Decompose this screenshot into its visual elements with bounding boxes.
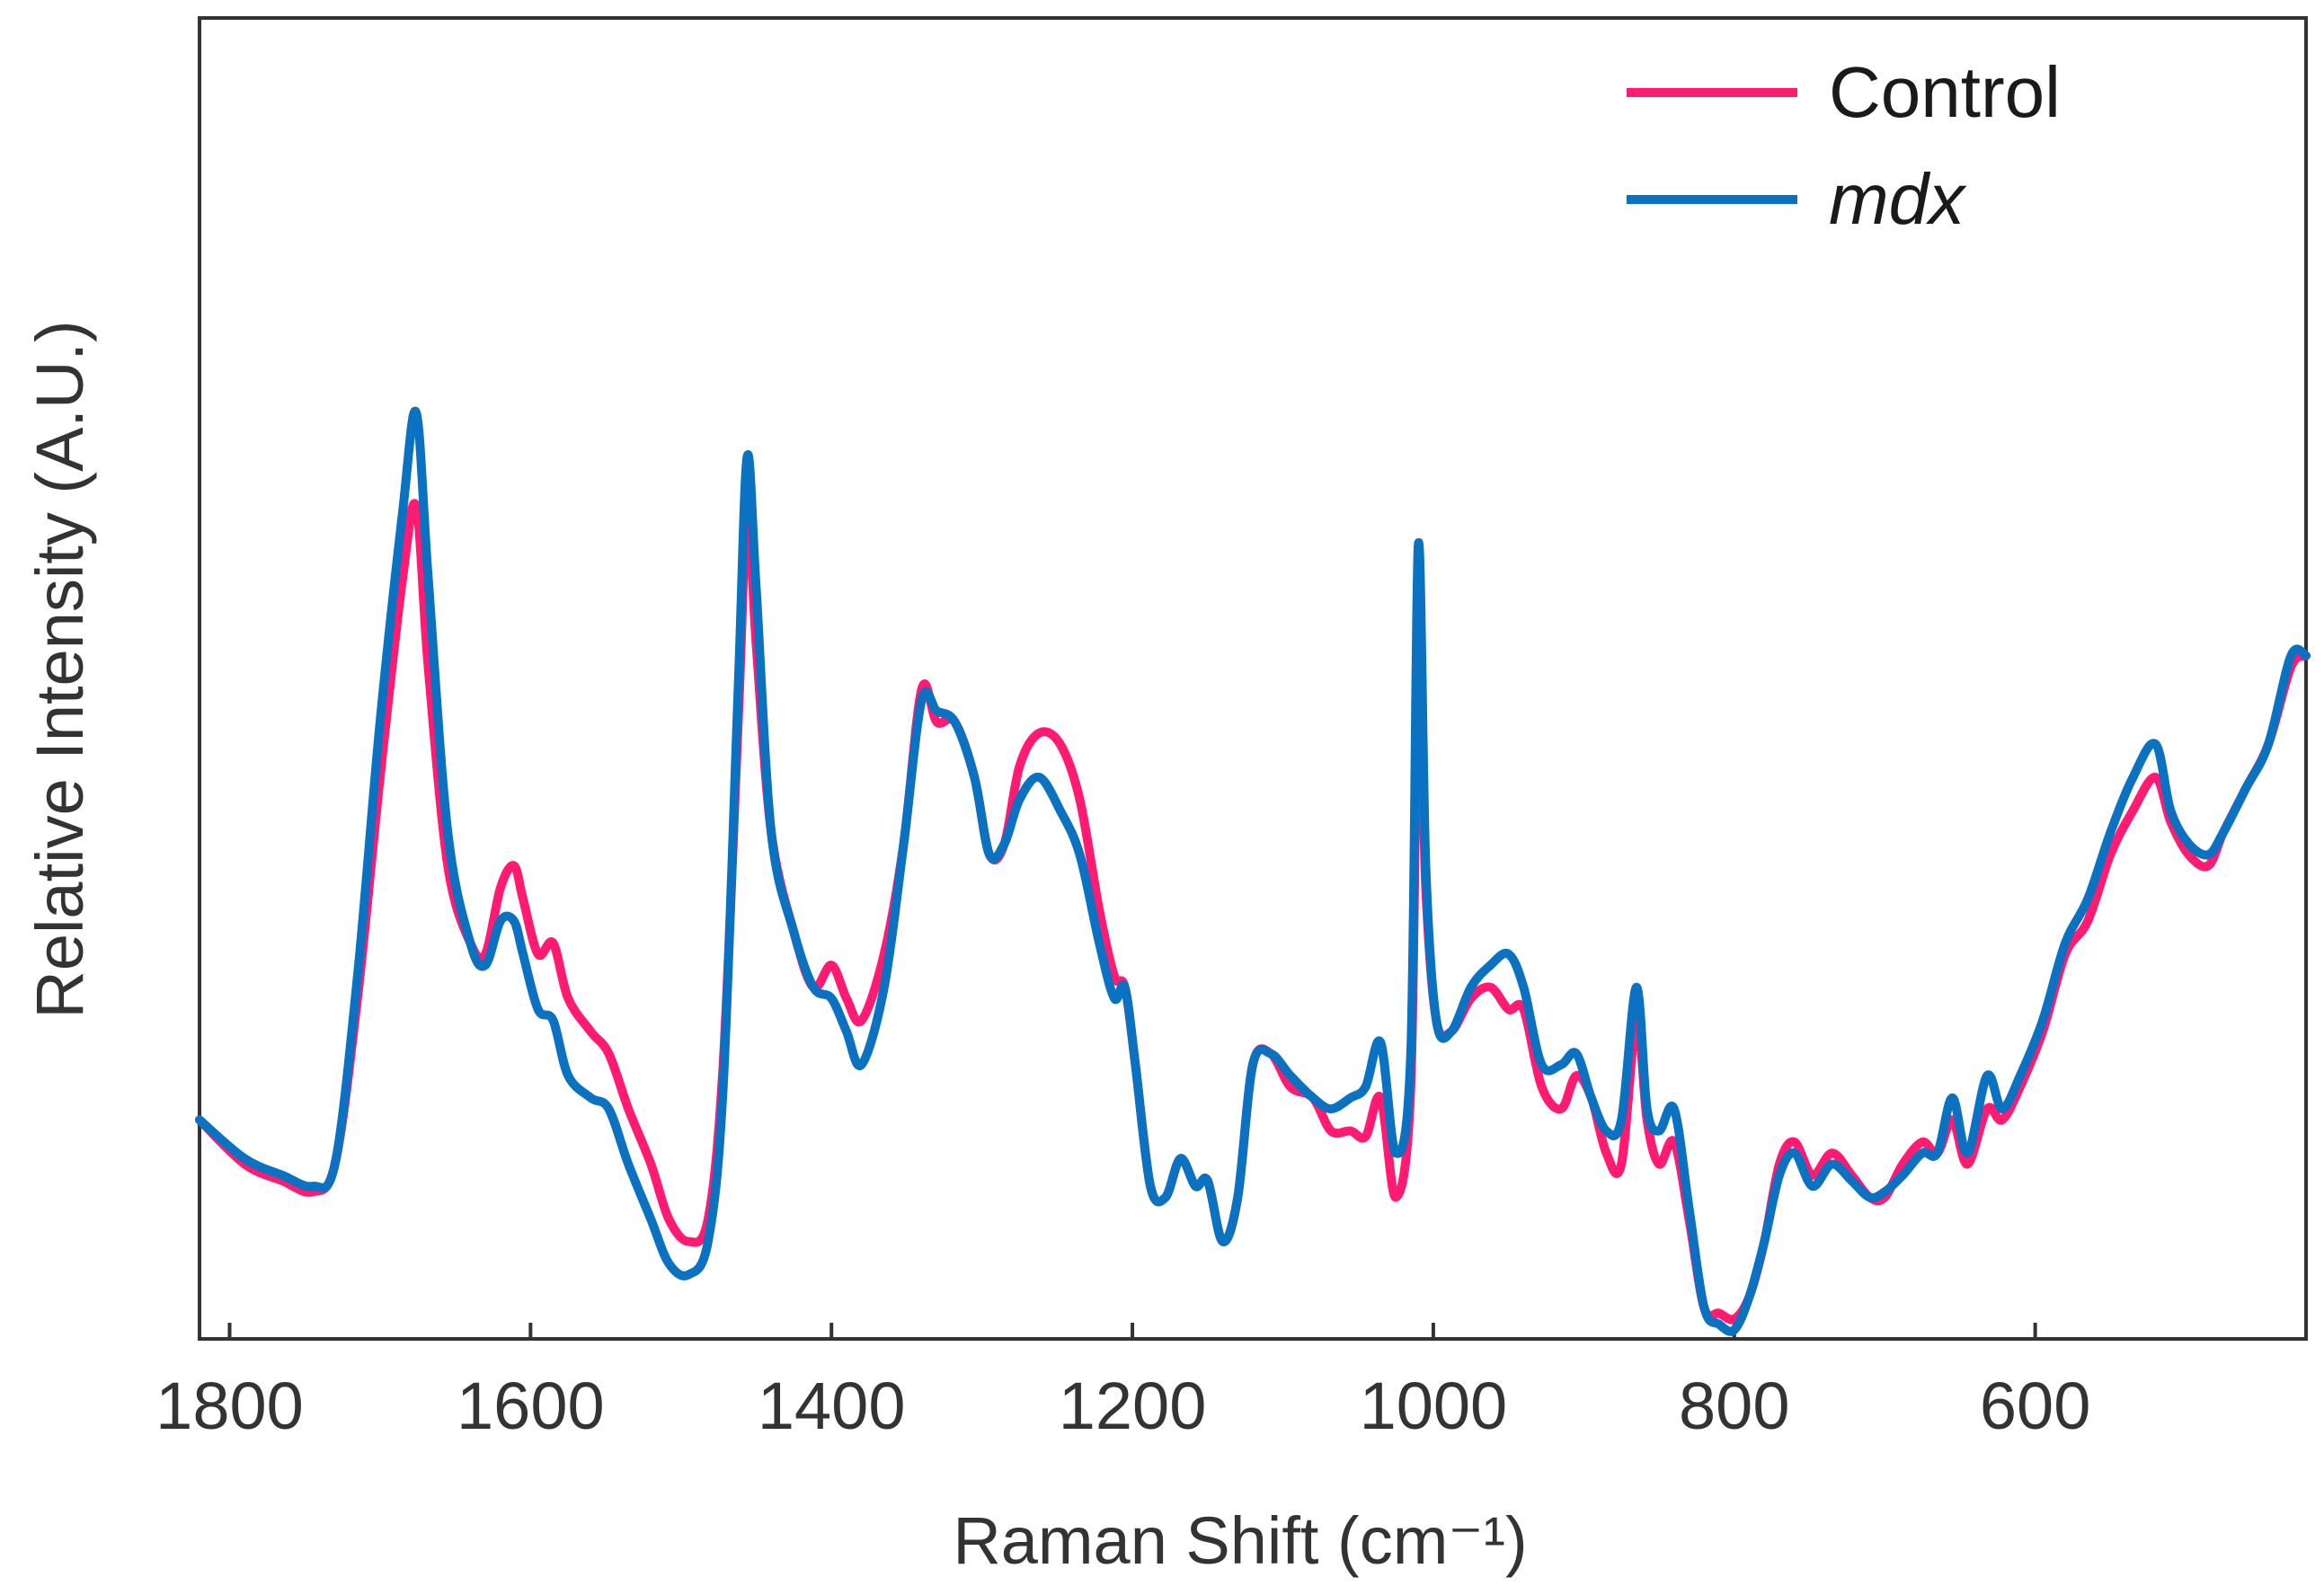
x-tick-label: 1200 — [1059, 1369, 1207, 1443]
series-line-control — [195, 499, 2311, 1325]
plot-frame — [198, 16, 2308, 1341]
legend: Control mdx — [1627, 52, 2061, 239]
x-tick-label: 1400 — [758, 1369, 906, 1443]
x-axis-ticks: 1800 1600 1400 1200 1000 800 600 — [155, 1323, 2090, 1443]
x-tick-label: 1600 — [457, 1369, 605, 1443]
y-axis-label: Relative Intensity (A.U.) — [22, 320, 97, 1018]
x-tick-label: 600 — [1980, 1369, 2090, 1443]
legend-label-control: Control — [1829, 52, 2061, 132]
series-line-mdx — [195, 406, 2311, 1336]
x-axis-label: Raman Shift (cm⁻¹) — [953, 1503, 1527, 1578]
series-lines — [195, 406, 2311, 1336]
legend-label-mdx: mdx — [1829, 159, 1967, 239]
x-tick-label: 800 — [1679, 1369, 1789, 1443]
x-tick-label: 1000 — [1360, 1369, 1508, 1443]
x-tick-label: 1800 — [155, 1369, 304, 1443]
